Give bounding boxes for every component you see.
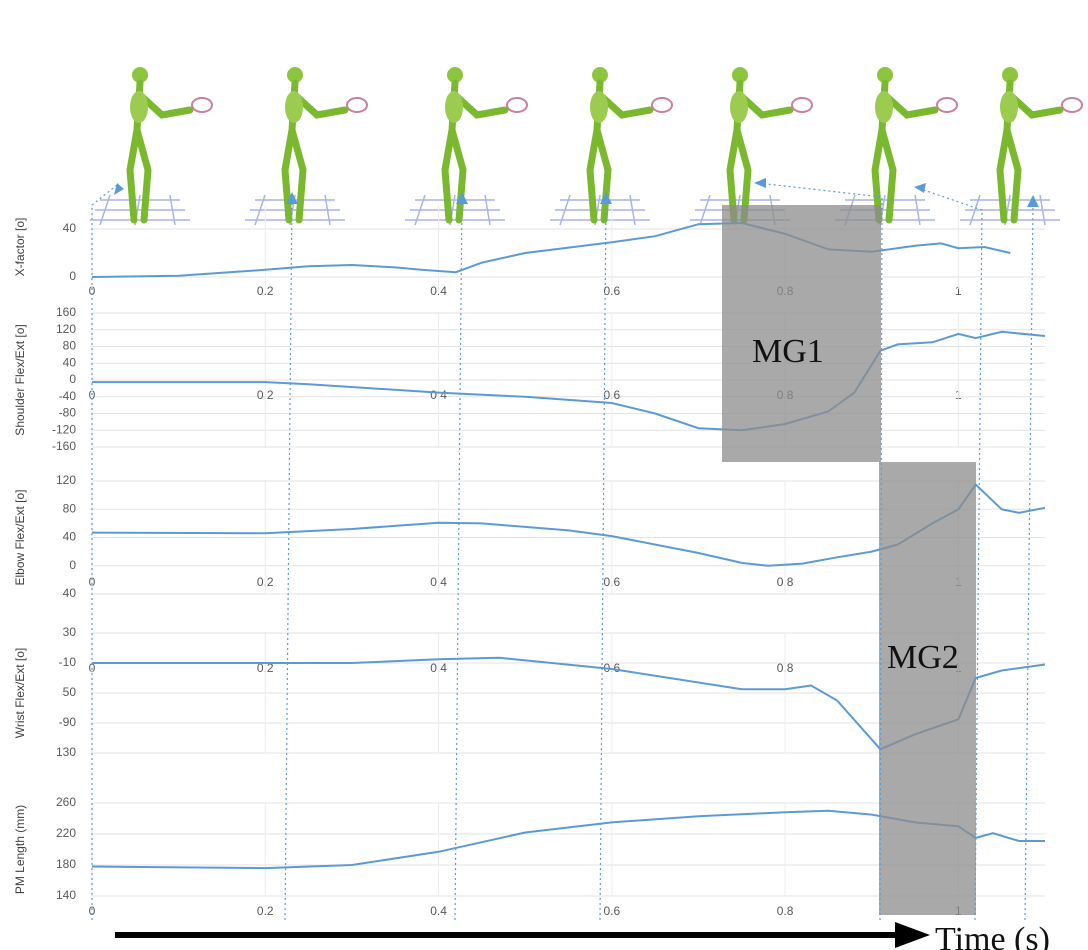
y-tick-label: -80 (59, 406, 77, 420)
y-axis-title: Wrist Flex/Ext [o] (13, 648, 27, 738)
y-axis-title: PM Length (mm) (13, 805, 27, 894)
y-tick-label: 40 (63, 530, 77, 544)
y-tick-label: -90 (59, 715, 77, 729)
x-axis-label: Time (s) (935, 921, 1050, 950)
mg1-label: MG1 (752, 333, 824, 370)
x-tick-label: 0 (89, 904, 96, 918)
y-tick-label: 180 (56, 857, 76, 871)
y-tick-label: 0 (69, 372, 76, 386)
y-tick-label: 80 (63, 339, 77, 353)
y-tick-label: 140 (56, 888, 76, 902)
y-tick-label: 160 (56, 305, 76, 319)
figure: 04000.20.40.60.81X-factor [o]16012080400… (0, 0, 1088, 950)
y-tick-label: 120 (56, 322, 76, 336)
y-tick-label: 0 (69, 269, 76, 283)
y-tick-label: 260 (56, 795, 76, 809)
y-tick-label: 0 (69, 558, 76, 572)
time-arrow (115, 922, 930, 948)
x-tick-label: 0.4 (430, 904, 447, 918)
y-tick-label: 30 (63, 625, 77, 639)
y-axis-title: X-factor [o] (13, 218, 27, 277)
y-tick-label: -160 (52, 439, 76, 453)
y-tick-label: 40 (63, 355, 77, 369)
y-tick-label: -120 (52, 422, 76, 436)
y-tick-label: 40 (63, 586, 77, 600)
y-axis-title: Shoulder Flex/Ext [o] (13, 324, 27, 435)
y-tick-label: 130 (56, 745, 76, 759)
y-tick-label: 80 (63, 501, 77, 515)
y-tick-label: -10 (59, 655, 77, 669)
x-tick-label: 0.8 (777, 904, 794, 918)
y-tick-label: 50 (63, 685, 77, 699)
y-tick-label: 220 (56, 826, 76, 840)
x-tick-label: 0.2 (257, 904, 274, 918)
y-axis-title: Elbow Flex/Ext [o] (13, 489, 27, 585)
mg2-label: MG2 (887, 639, 959, 676)
x-tick-label: 0.6 (603, 904, 620, 918)
y-tick-label: 120 (56, 473, 76, 487)
mg2-box (879, 462, 976, 915)
y-tick-label: 40 (63, 221, 77, 235)
y-tick-label: -40 (59, 389, 77, 403)
skeleton-figures (90, 67, 1082, 225)
